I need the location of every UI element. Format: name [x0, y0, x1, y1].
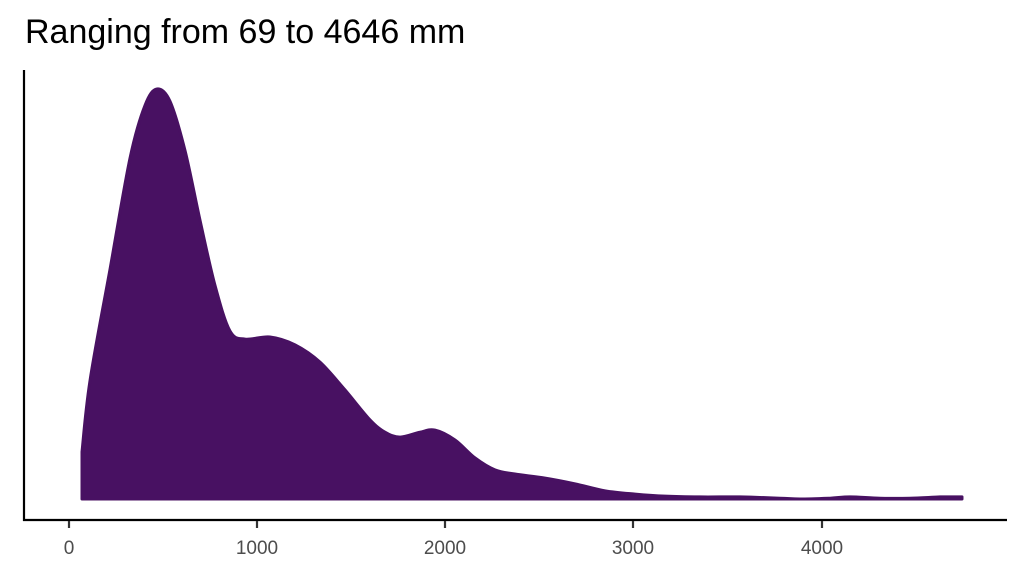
- x-tick-label: 1000: [236, 538, 278, 559]
- x-axis-ticks: 0 1000 2000 3000 4000: [64, 521, 843, 559]
- chart-title: Ranging from 69 to 4646 mm: [25, 13, 466, 51]
- x-tick-label: 4000: [801, 538, 843, 559]
- x-tick-label: 2000: [424, 538, 466, 559]
- density-area: [80, 87, 964, 501]
- x-tick-label: 3000: [612, 538, 654, 559]
- x-tick-label: 0: [64, 538, 75, 559]
